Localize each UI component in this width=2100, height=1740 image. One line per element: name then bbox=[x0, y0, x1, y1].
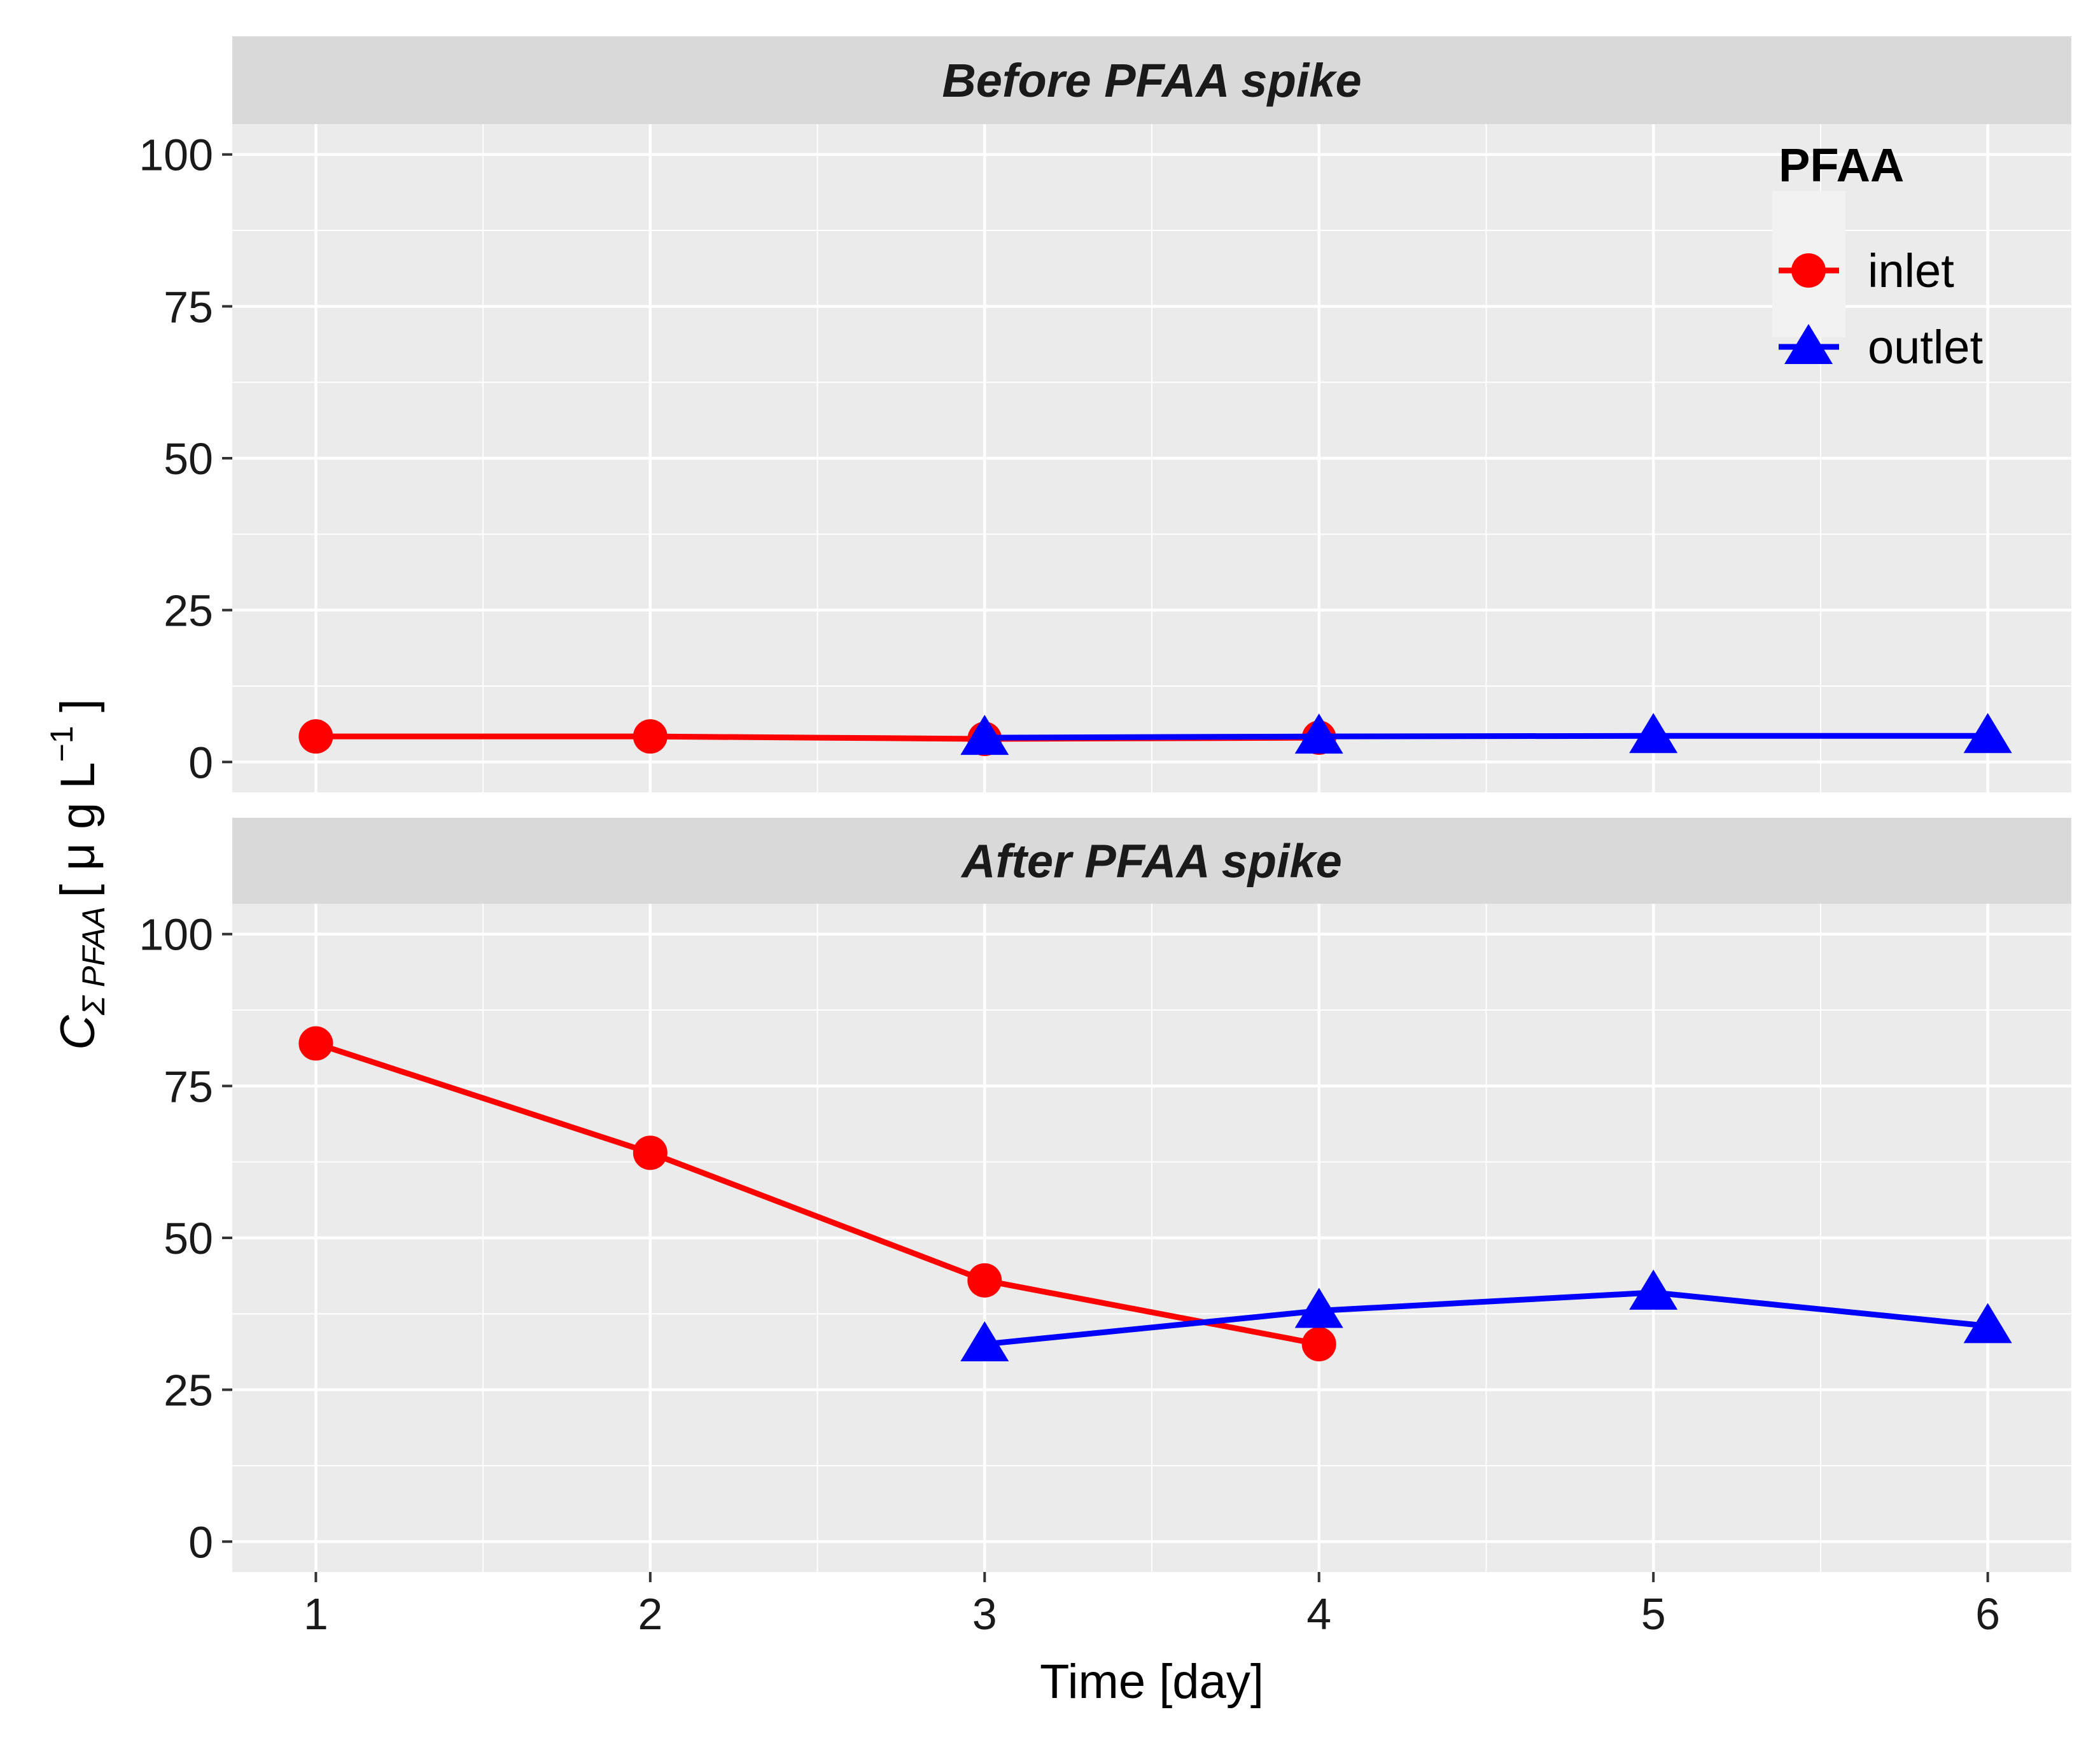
point-outlet bbox=[1629, 1269, 1678, 1310]
y-axis-title-unit: [ μ g L bbox=[51, 762, 105, 897]
legend-key-triangle bbox=[1784, 324, 1833, 364]
x-tick-label: 3 bbox=[972, 1589, 997, 1639]
legend-key-circle bbox=[1791, 253, 1826, 288]
x-tick-label: 6 bbox=[1975, 1589, 2000, 1639]
point-outlet bbox=[1294, 1287, 1343, 1328]
y-tick-label: 0 bbox=[188, 1517, 213, 1567]
legend-label-inlet: inlet bbox=[1868, 244, 1954, 297]
y-tick-label: 100 bbox=[139, 910, 213, 960]
x-tick-label: 2 bbox=[638, 1589, 662, 1639]
legend-label-outlet: outlet bbox=[1868, 321, 1983, 374]
point-inlet bbox=[1301, 1327, 1336, 1362]
point-outlet bbox=[1294, 713, 1343, 754]
y-axis-title-exponent: −1 bbox=[44, 726, 80, 762]
x-axis: 1 2 3 4 5 6 bbox=[304, 1572, 2000, 1639]
y-tick-label: 75 bbox=[164, 1062, 213, 1111]
point-inlet bbox=[967, 1263, 1002, 1298]
y-axis-title-unit-close: ] bbox=[51, 699, 105, 726]
series-line-outlet bbox=[981, 1289, 1991, 1347]
facet-strip bbox=[232, 818, 2071, 904]
legend: PFAA inlet outlet bbox=[1772, 139, 1983, 374]
point-outlet bbox=[960, 1321, 1009, 1362]
point-outlet bbox=[1963, 1303, 2012, 1344]
panel-1: Before PFAA spike 0 25 50 75 100 bbox=[139, 36, 2071, 792]
y-tick-label: 75 bbox=[164, 282, 213, 332]
y-tick-label: 50 bbox=[164, 1214, 213, 1263]
legend-title: PFAA bbox=[1779, 139, 1904, 192]
panel-2: After PFAA spike 0 25 50 75 100 bbox=[139, 818, 2071, 1572]
facet-strip-title: Before PFAA spike bbox=[942, 54, 1361, 107]
y-tick-label: 100 bbox=[139, 130, 213, 180]
x-tick-label: 5 bbox=[1641, 1589, 1666, 1639]
x-tick-label: 4 bbox=[1306, 1589, 1331, 1639]
y-axis-title: CΣ PFAA [ μ g L−1 ] bbox=[44, 699, 111, 1050]
y-tick-label: 0 bbox=[188, 738, 213, 787]
series-line-outlet bbox=[981, 733, 1991, 741]
x-tick-label: 1 bbox=[304, 1589, 328, 1639]
point-outlet bbox=[1963, 713, 2012, 754]
point-outlet bbox=[960, 715, 1009, 755]
y-tick-label: 50 bbox=[164, 434, 213, 484]
y-tick-label: 25 bbox=[164, 1366, 213, 1415]
y-axis-title-symbol: C bbox=[51, 1014, 105, 1050]
y-tick-label: 25 bbox=[164, 586, 213, 636]
point-inlet bbox=[298, 719, 333, 754]
point-outlet bbox=[1629, 713, 1678, 754]
facet-strip-title: After PFAA spike bbox=[960, 835, 1342, 888]
series-line-inlet bbox=[312, 1041, 1322, 1347]
facet-strip bbox=[232, 36, 2071, 124]
point-inlet bbox=[298, 1026, 333, 1061]
point-inlet bbox=[633, 1135, 668, 1170]
y-axis-title-subscript: Σ PFAA bbox=[76, 906, 111, 1016]
point-inlet bbox=[633, 719, 668, 754]
x-axis-title: Time [day] bbox=[1040, 1655, 1264, 1709]
